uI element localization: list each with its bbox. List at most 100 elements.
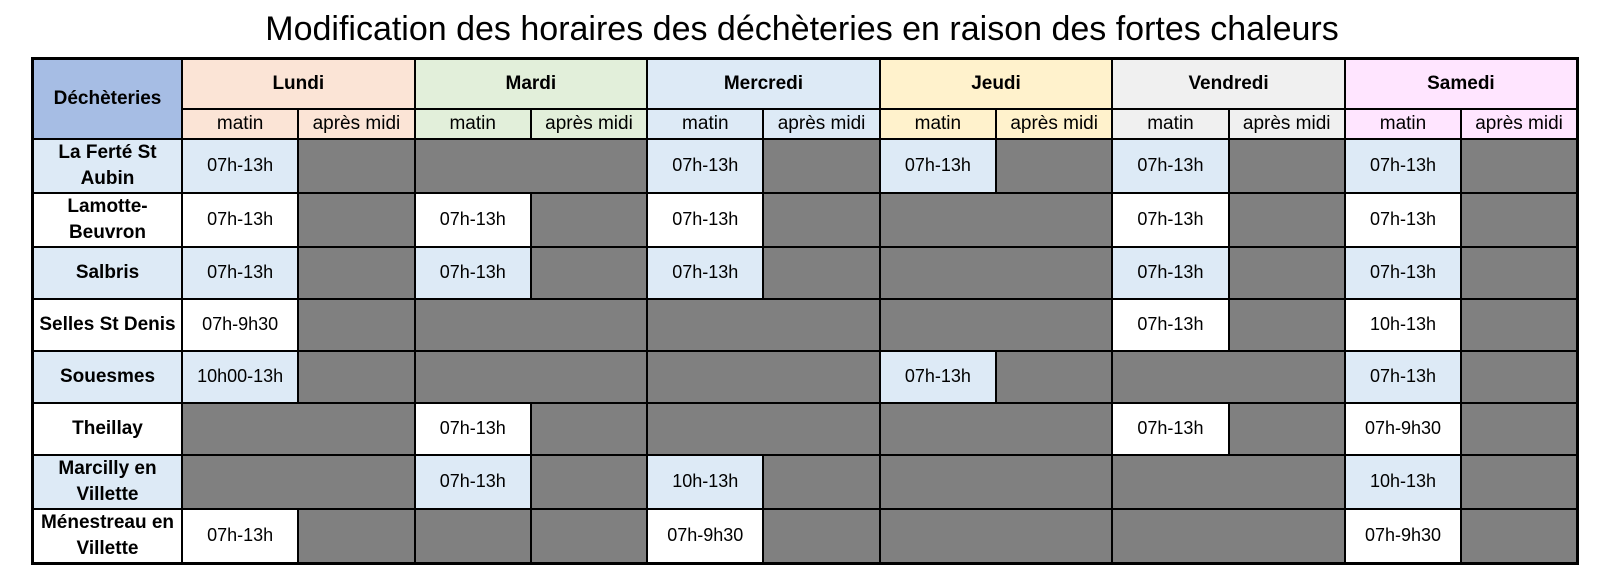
closed-cell: [878, 245, 1114, 300]
slot-header-lundi-apres-midi: après midi: [297, 107, 416, 140]
slot-header-mercredi-apres-midi: après midi: [762, 107, 881, 140]
site-name: Selles St Denis: [31, 297, 183, 352]
closed-cell: [297, 297, 416, 352]
day-header-row: Déchèteries Lundi Mardi Mercredi Jeudi Vendr…: [31, 57, 1579, 140]
closed-cell: [878, 507, 1114, 564]
hours-cell: 07h-13h: [1343, 349, 1463, 404]
closed-cell: [413, 297, 649, 352]
hours-cell: 07h-9h30: [646, 507, 765, 564]
page-title: Modification des horaires des déchèterie…: [265, 10, 1339, 48]
hours-cell: 07h-13h: [1343, 137, 1463, 194]
hours-cell: 07h-13h: [180, 137, 300, 194]
hours-cell: 07h-13h: [413, 401, 532, 456]
hours-cell: 07h-13h: [1111, 245, 1230, 300]
closed-cell: [413, 137, 649, 194]
site-name: Theillay: [31, 401, 183, 456]
closed-cell: [297, 349, 416, 404]
hours-cell: 07h-13h: [646, 245, 765, 300]
table-row: Theillay 07h-13h 07h-13h 07h-9h30: [31, 401, 1579, 456]
slot-header-samedi-matin: matin: [1343, 107, 1463, 140]
closed-cell: [1227, 297, 1346, 352]
hours-cell: 07h-13h: [646, 137, 765, 194]
closed-cell: [1460, 297, 1579, 352]
table-row: Selles St Denis 07h-9h30 07h-13h 10h-13h: [31, 297, 1579, 352]
hours-cell: 07h-13h: [1111, 191, 1230, 248]
closed-cell: [878, 191, 1114, 248]
closed-cell: [413, 507, 532, 564]
hours-cell: 10h-13h: [1343, 453, 1463, 510]
closed-cell: [762, 453, 881, 510]
hours-cell: 10h-13h: [1343, 297, 1463, 352]
site-name: Souesmes: [31, 349, 183, 404]
hours-cell: 07h-13h: [1111, 297, 1230, 352]
closed-cell: [1111, 507, 1346, 564]
hours-cell: 10h-13h: [646, 453, 765, 510]
slot-header-samedi-apres-midi: après midi: [1460, 107, 1579, 140]
closed-cell: [994, 137, 1114, 194]
closed-cell: [1460, 137, 1579, 194]
closed-cell: [1111, 349, 1346, 404]
hours-cell: 07h-13h: [180, 507, 300, 564]
slot-header-lundi-matin: matin: [180, 107, 300, 140]
hours-cell: 07h-13h: [878, 137, 998, 194]
site-name: La Ferté St Aubin: [31, 137, 183, 194]
table-row: Souesmes 10h00-13h 07h-13h 07h-13h: [31, 349, 1579, 404]
closed-cell: [762, 245, 881, 300]
hours-cell: 07h-13h: [413, 245, 532, 300]
closed-cell: [529, 245, 649, 300]
site-name: Marcilly en Villette: [31, 453, 183, 510]
closed-cell: [1227, 137, 1346, 194]
closed-cell: [762, 507, 881, 564]
closed-cell: [1460, 191, 1579, 248]
closed-cell: [529, 191, 649, 248]
closed-cell: [762, 137, 881, 194]
closed-cell: [646, 349, 881, 404]
schedule-table: Déchèteries Lundi Mardi Mercredi Jeudi Vendr…: [31, 57, 1579, 565]
closed-cell: [762, 191, 881, 248]
site-name: Lamotte-Beuvron: [31, 191, 183, 248]
closed-cell: [529, 453, 649, 510]
site-name: Ménestreau en Villette: [31, 507, 183, 564]
closed-cell: [297, 191, 416, 248]
closed-cell: [1460, 507, 1579, 564]
closed-cell: [181, 453, 416, 510]
closed-cell: [1460, 401, 1579, 456]
slot-header-mardi-apres-midi: après midi: [529, 107, 649, 140]
hours-cell: 07h-9h30: [1343, 507, 1463, 564]
closed-cell: [1227, 245, 1346, 300]
closed-cell: [529, 507, 649, 564]
table-row: Marcilly en Villette 07h-13h 10h-13h 10h-13…: [31, 453, 1579, 510]
day-header-jeudi: Jeudi: [878, 57, 1114, 110]
corner-header: Déchèteries: [31, 57, 183, 140]
day-header-lundi: Lundi: [181, 57, 416, 110]
day-header-samedi: Samedi: [1343, 57, 1579, 110]
closed-cell: [878, 453, 1114, 510]
hours-cell: 07h-13h: [878, 349, 998, 404]
day-header-mardi: Mardi: [413, 57, 649, 110]
hours-cell: 07h-9h30: [180, 297, 300, 352]
hours-cell: 07h-13h: [646, 191, 765, 248]
hours-cell: 07h-13h: [1343, 191, 1463, 248]
hours-cell: 07h-13h: [180, 191, 300, 248]
closed-cell: [297, 137, 416, 194]
day-header-vendredi: Vendredi: [1111, 57, 1346, 110]
closed-cell: [413, 349, 649, 404]
hours-cell: 10h00-13h: [180, 349, 300, 404]
slot-header-jeudi-matin: matin: [878, 107, 998, 140]
hours-cell: 07h-13h: [1111, 401, 1230, 456]
closed-cell: [297, 245, 416, 300]
hours-cell: 07h-13h: [1111, 137, 1230, 194]
slot-header-row: matin après midi matin après midi matin après…: [33, 107, 1579, 140]
slot-header-mardi-matin: matin: [413, 107, 532, 140]
closed-cell: [1460, 245, 1579, 300]
closed-cell: [1111, 453, 1346, 510]
table-row: La Ferté St Aubin 07h-13h 07h-13h 07h-13h 07…: [31, 137, 1579, 194]
closed-cell: [1227, 191, 1346, 248]
table-row: Lamotte-Beuvron 07h-13h 07h-13h 07h-13h 07h-…: [31, 191, 1579, 248]
slot-header-mercredi-matin: matin: [646, 107, 765, 140]
closed-cell: [878, 297, 1114, 352]
hours-cell: 07h-13h: [413, 453, 532, 510]
closed-cell: [1460, 453, 1579, 510]
day-header-mercredi: Mercredi: [646, 57, 881, 110]
closed-cell: [181, 401, 416, 456]
